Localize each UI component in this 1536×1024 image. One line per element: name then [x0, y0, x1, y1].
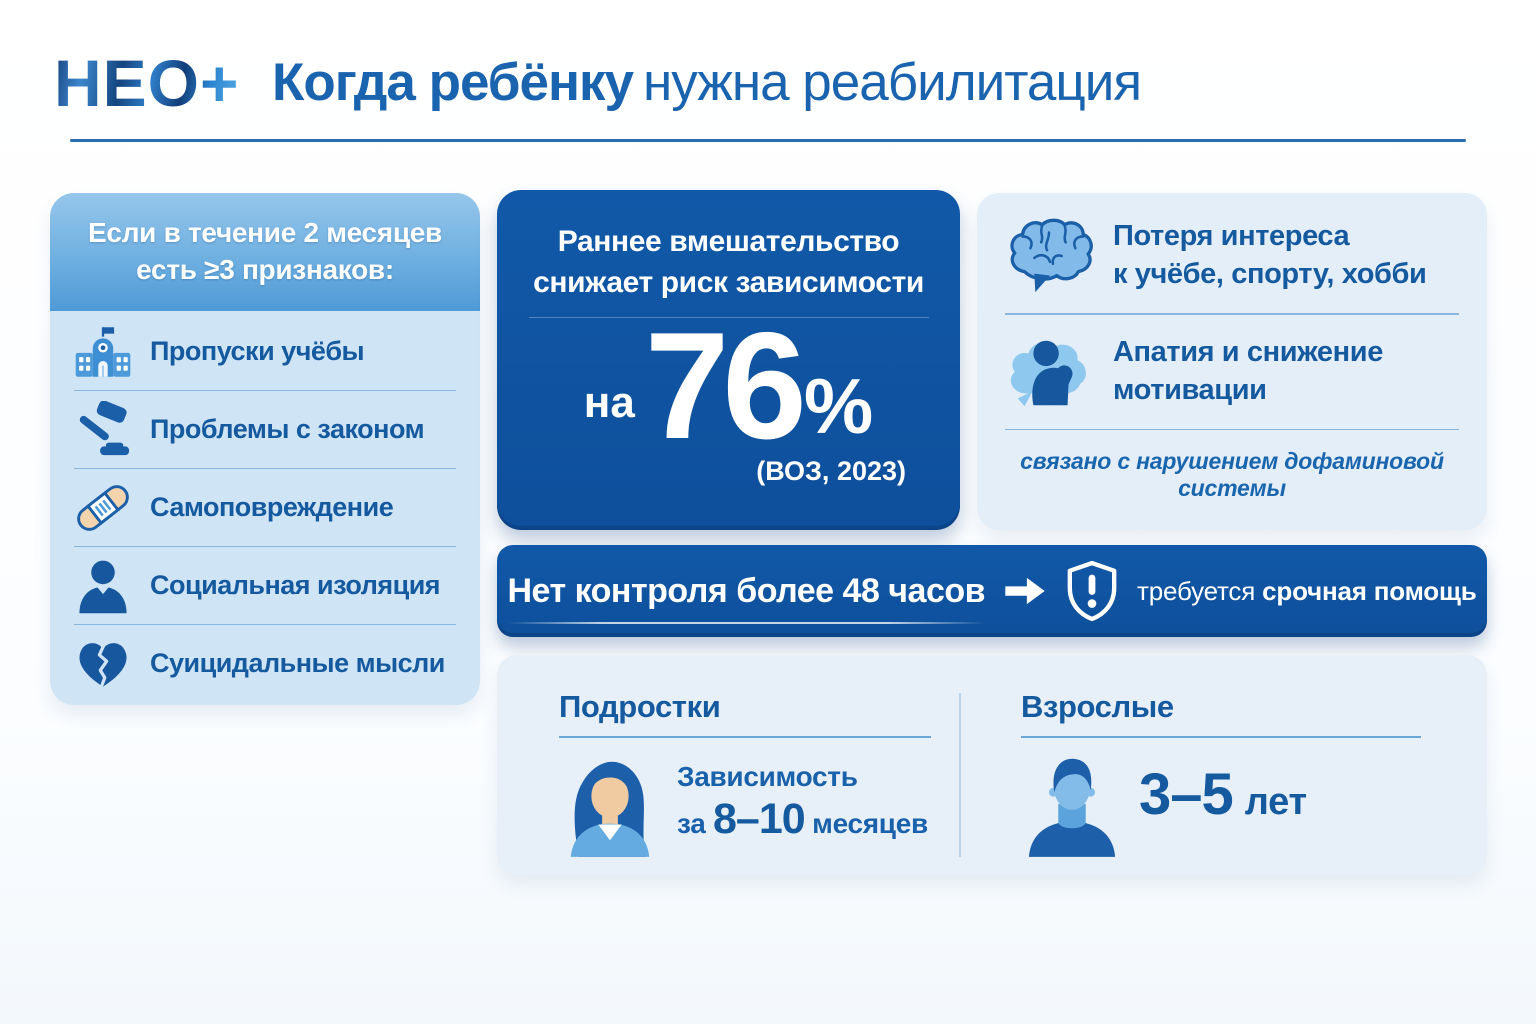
page-title: Когда ребёнку нужна реабилитация	[272, 53, 1142, 112]
alert-action: требуется срочная помощь	[1137, 575, 1477, 607]
header-divider	[70, 139, 1466, 142]
teens-value-prefix: за	[677, 808, 706, 839]
stat-title-line1: Раннее вмешательство	[557, 225, 900, 258]
teens-label-line1: Зависимость	[677, 761, 858, 792]
adults-column: Взрослые 3–5 лет	[961, 655, 1487, 875]
arrow-right-icon	[1003, 576, 1047, 606]
timeline-panel: Подростки Зависимость за 8–10 месяцев	[497, 655, 1487, 875]
school-icon	[74, 323, 132, 381]
list-item-school-absence: Пропуски учёбы	[74, 313, 456, 391]
list-item-interest-loss: Потеря интереса к учёбе, спорту, хобби	[1005, 199, 1459, 313]
broken-heart-icon	[74, 635, 132, 693]
stat-value: 76	[644, 301, 807, 471]
stat-title-line2: снижает риск зависимости	[533, 265, 924, 299]
stat-percent-sign: %	[803, 362, 874, 451]
list-item-apathy: Апатия и снижение мотивации	[1005, 315, 1459, 429]
person-icon	[74, 557, 132, 615]
symptom-label: Потеря интереса к учёбе, спорту, хобби	[1113, 218, 1427, 293]
criteria-heading-line2: есть ≥3 признаков:	[136, 254, 394, 285]
criteria-heading-line1: Если в течение 2 месяцев	[88, 217, 442, 249]
list-item-suicidal-thoughts: Суицидальные мысли	[74, 625, 456, 702]
criteria-label: Социальная изоляция	[150, 570, 441, 600]
stat-title: Раннее вмешательство снижает риск зависи…	[497, 222, 960, 303]
adults-value: 3–5	[1139, 762, 1234, 827]
criteria-panel-heading: Если в течение 2 месяцев есть ≥3 признак…	[50, 193, 480, 311]
shield-exclamation-icon	[1065, 560, 1119, 622]
list-item-law-problems: Проблемы с законом	[74, 391, 456, 469]
adult-man-avatar	[1021, 746, 1123, 858]
criteria-label: Суицидальные мысли	[150, 648, 445, 678]
criteria-label: Пропуски учёбы	[150, 336, 365, 366]
criteria-panel: Если в течение 2 месяцев есть ≥3 признак…	[50, 193, 480, 705]
symptoms-divider	[1005, 313, 1459, 315]
alert-banner: Нет контроля более 48 часов требуется ср…	[497, 545, 1487, 637]
teens-column: Подростки Зависимость за 8–10 месяцев	[497, 655, 959, 875]
criteria-label: Проблемы с законом	[150, 414, 425, 444]
symptom-label: Апатия и снижение мотивации	[1113, 334, 1383, 409]
page-title-emphasis: Когда ребёнку	[272, 53, 634, 112]
teens-label: Зависимость за 8–10 месяцев	[677, 761, 928, 858]
symptom-label-line1: Апатия и снижение	[1113, 335, 1383, 368]
alert-action-prefix: требуется	[1137, 575, 1256, 606]
stat-source: (ВОЗ, 2023)	[756, 456, 906, 487]
teens-content: Зависимость за 8–10 месяцев	[559, 746, 959, 858]
symptoms-divider	[1005, 428, 1459, 430]
timeline-divider	[959, 693, 961, 857]
criteria-label: Самоповреждение	[150, 492, 394, 522]
teen-girl-avatar	[559, 746, 661, 858]
stat-value-row: на 76 %	[497, 301, 960, 471]
stat-panel: Раннее вмешательство снижает риск зависи…	[497, 190, 960, 530]
teens-value: 8–10	[713, 795, 806, 843]
alert-action-bold: срочная помощь	[1262, 575, 1477, 606]
adults-content: 3–5 лет	[1021, 746, 1487, 858]
alert-condition: Нет контроля более 48 часов	[507, 571, 986, 624]
stat-divider	[528, 317, 929, 318]
neo-plus-logo: НЕО+	[54, 46, 240, 120]
symptom-label-line1: Потеря интереса	[1113, 220, 1350, 253]
teens-value-suffix: месяцев	[812, 808, 928, 839]
adults-value-suffix: лет	[1244, 781, 1307, 823]
gavel-icon	[74, 400, 132, 459]
symptom-label-line2: к учёбе, спорту, хобби	[1113, 258, 1427, 290]
symptoms-panel: Потеря интереса к учёбе, спорту, хобби А	[977, 193, 1487, 530]
list-item-self-harm: Самоповреждение	[74, 469, 456, 547]
symptom-label-line2: мотивации	[1113, 373, 1267, 406]
page-title-rest: нужна реабилитация	[643, 53, 1142, 112]
stat-prefix: на	[583, 378, 635, 428]
adults-label: 3–5 лет	[1139, 761, 1307, 858]
brain-icon	[1005, 216, 1093, 296]
adults-heading: Взрослые	[1021, 689, 1421, 738]
teens-heading: Подростки	[559, 689, 931, 738]
list-item-social-isolation: Социальная изоляция	[74, 547, 456, 625]
dopamine-footnote: связано с нарушением дофаминовой системы	[1020, 448, 1444, 501]
criteria-list: Пропуски учёбы Проблемы с законом	[50, 311, 480, 702]
apathy-person-icon	[1005, 332, 1093, 412]
teens-label-line2: за 8–10 месяцев	[677, 795, 928, 844]
bandage-icon	[74, 479, 132, 537]
